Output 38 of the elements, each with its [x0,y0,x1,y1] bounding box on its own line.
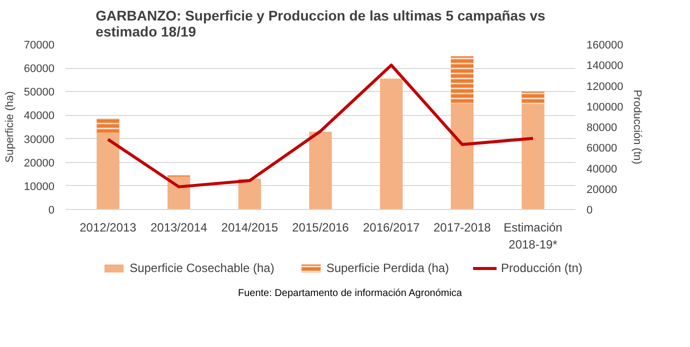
chart-title: GARBANZO: Superficie y Produccion de las ultimas 5 campañas vs estimado 18/19 [96,8,546,40]
x-tick-label: 2013/2014 [150,220,208,234]
bar [380,78,403,210]
y2-tick-label: 60000 [586,142,618,155]
bar [238,178,261,210]
y2-tick-label: 0 [586,204,593,216]
x-tick-label: 2017-2018 [433,220,492,234]
legend-label: Producción (tn) [501,261,582,275]
y-tick-label: 10000 [24,180,55,193]
y2-tick-label: 40000 [586,163,618,176]
y2-tick-label: 140000 [586,60,624,72]
y-tick-label: 50000 [24,86,55,99]
y2-tick-label: 20000 [586,184,618,196]
y-tick-label: 30000 [24,134,55,146]
bar [450,103,474,210]
legend-label: Superficie Perdida (ha) [326,261,450,275]
y2-tick-label: 120000 [586,80,624,93]
x-tick-label: Estimación 2018-19* [504,220,562,252]
y2-axis-title: Producción (tn) [631,90,644,164]
x-tick-label: 2016/2017 [362,220,420,234]
y-tick-label: 60000 [24,63,55,76]
y-axis-title: Superficie (ha) [4,91,16,163]
source-note: Fuente: Departamento de información Agronómica [238,287,462,301]
y2-tick-label: 100000 [586,101,624,114]
y2-tick-label: 160000 [586,40,624,52]
y-tick-label: 40000 [24,110,55,122]
x-tick-label: 2014/2015 [221,220,278,234]
x-tick-label: 2015/2016 [292,220,350,234]
y-tick-label: 0 [48,204,55,216]
y-tick-label: 20000 [24,157,55,170]
line-series [106,64,534,188]
bar [522,104,544,210]
legend-label: Superficie Cosechable (ha) [130,261,274,275]
x-tick-label: 2012/2013 [80,220,137,234]
bar [309,132,332,210]
y-tick-label: 70000 [24,40,55,52]
bar [96,132,120,210]
y2-tick-label: 80000 [586,122,618,134]
